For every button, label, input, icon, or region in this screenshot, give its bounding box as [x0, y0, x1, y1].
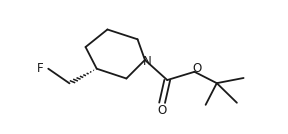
Text: O: O	[158, 104, 167, 117]
Text: O: O	[192, 62, 201, 75]
Text: N: N	[143, 55, 152, 68]
Text: F: F	[37, 62, 43, 75]
